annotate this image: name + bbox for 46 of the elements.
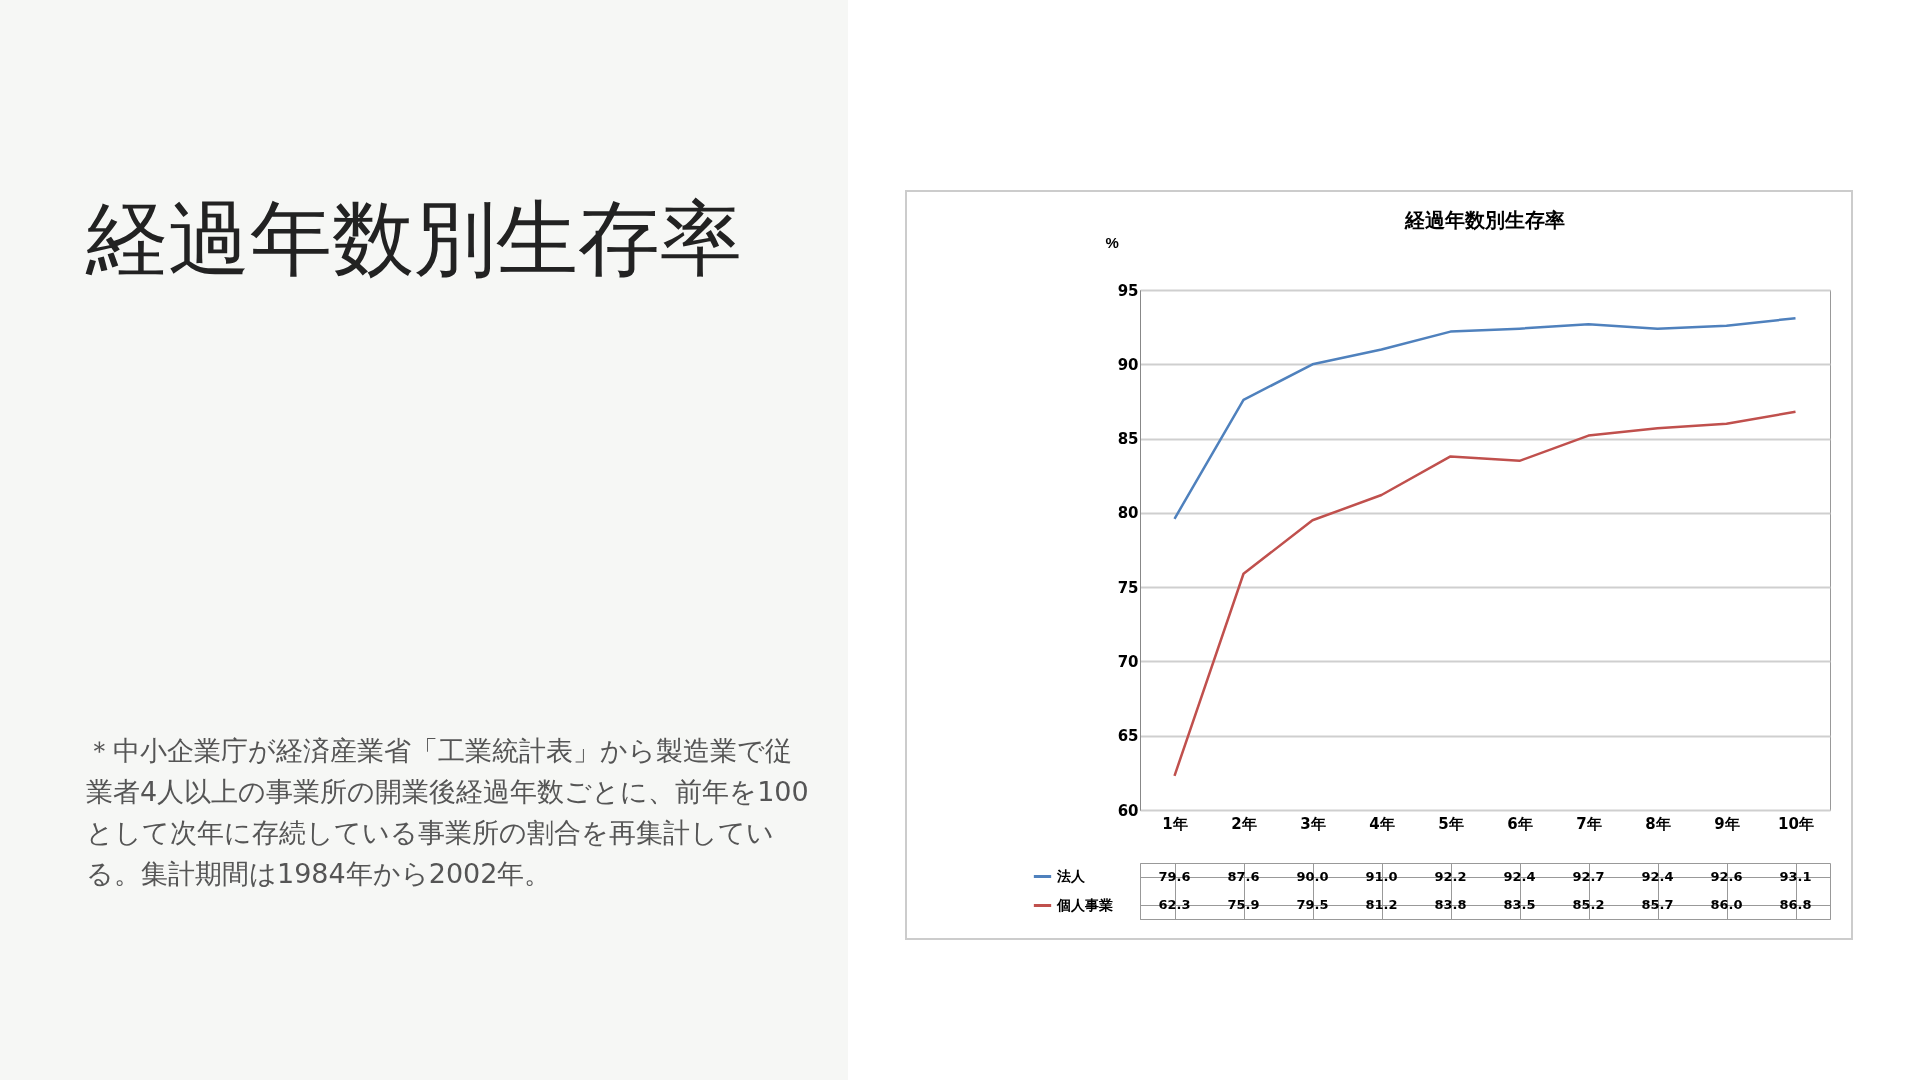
y-tick-label: 65 (1117, 727, 1139, 746)
data-label: 92.2 (1434, 869, 1467, 884)
y-tick-label: 85 (1117, 430, 1139, 449)
data-label: 83.5 (1503, 897, 1536, 912)
data-label: 92.4 (1503, 869, 1536, 884)
data-label: 75.9 (1227, 897, 1260, 912)
line-series (1173, 410, 1797, 778)
x-tick-label: 10年 (1778, 814, 1814, 833)
x-tick-label: 1年 (1162, 814, 1188, 833)
data-label: 90.0 (1296, 869, 1329, 884)
data-label: 83.8 (1434, 897, 1467, 912)
data-label: 79.6 (1158, 869, 1191, 884)
data-label: 92.6 (1710, 869, 1743, 884)
y-tick-label: 75 (1117, 578, 1139, 597)
line-series (1173, 316, 1797, 521)
text: 経過年数別生存率 (86, 190, 742, 288)
y-tick-label: 95 (1117, 281, 1139, 300)
y-tick-label: 70 (1117, 652, 1139, 671)
y-tick-label: 60 (1117, 801, 1139, 820)
x-tick-label: 9年 (1714, 814, 1740, 833)
data-label: 91.0 (1365, 869, 1398, 884)
x-tick-label: 6年 (1507, 814, 1533, 833)
data-label: 92.4 (1641, 869, 1674, 884)
data-label: 87.6 (1227, 869, 1260, 884)
chart-title: 経過年数別生存率 (1404, 208, 1565, 232)
y-tick-label: 90 (1117, 355, 1139, 374)
data-label: 62.3 (1158, 897, 1191, 912)
x-tick-label: 4年 (1369, 814, 1395, 833)
y-axis-title: % (1105, 233, 1119, 251)
data-label: 92.7 (1572, 869, 1605, 884)
data-label: 93.1 (1779, 869, 1812, 884)
data-label: 86.0 (1710, 897, 1743, 912)
x-tick-label: 5年 (1438, 814, 1464, 833)
data-label: 85.7 (1641, 897, 1674, 912)
x-tick-label: 2年 (1231, 814, 1257, 833)
legend-label: 法人 (1056, 867, 1086, 884)
data-label: 85.2 (1572, 897, 1605, 912)
x-tick-label: 8年 (1645, 814, 1671, 833)
legend-label: 個人事業 (1056, 896, 1113, 913)
data-label: 86.8 (1779, 897, 1812, 912)
y-tick-label: 80 (1117, 504, 1139, 523)
x-tick-label: 3年 (1300, 814, 1326, 833)
x-tick-label: 7年 (1576, 814, 1602, 833)
data-label: 79.5 (1296, 897, 1329, 912)
data-label: 81.2 (1365, 897, 1398, 912)
text: ＊中小企業庁が経済産業省「工業統計表」から製造業で従業者4人以上の事業所の開業後経過年数ごとに、前年を100として次年に存続している事業所の割合を再集計している。集計期間は1984年から2002年。 (86, 734, 810, 891)
